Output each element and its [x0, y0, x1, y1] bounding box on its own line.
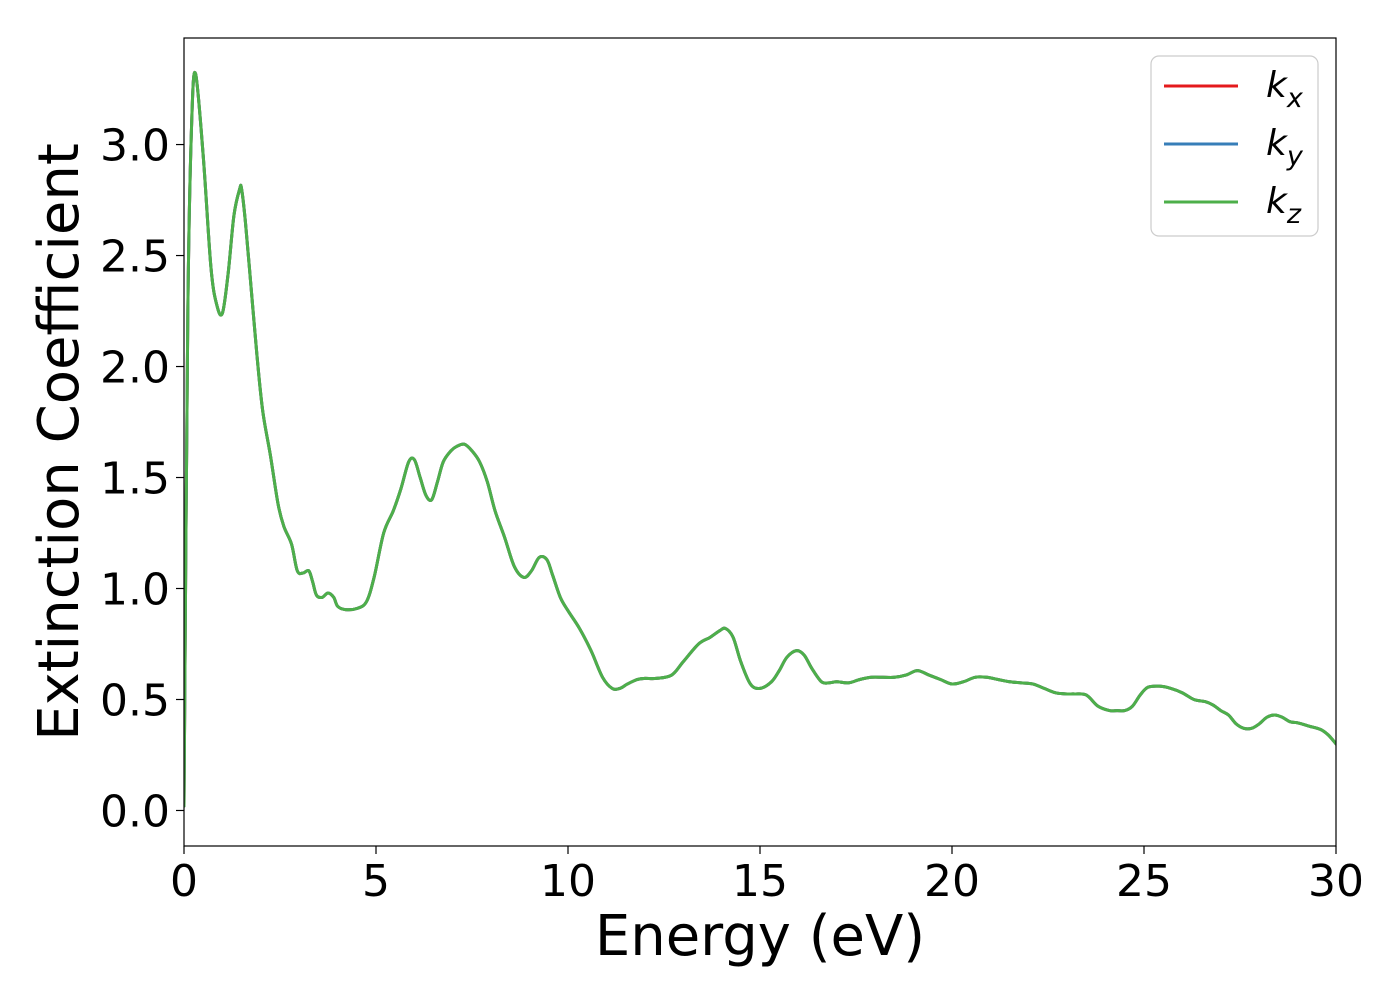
series-line-kz: [184, 70, 1336, 808]
legend-label-subscript: z: [1286, 199, 1302, 230]
y-tick-label: 1.5: [100, 454, 170, 505]
legend-label-ky: ky: [1266, 123, 1304, 172]
legend-label-subscript: y: [1286, 141, 1304, 172]
x-tick-label: 25: [1116, 856, 1172, 907]
y-tick-label: 0.5: [100, 675, 170, 726]
y-axis: 0.0 0.5 1.0 1.5 2.0 2.5 3.0: [100, 121, 184, 837]
legend-label-kx: kx: [1266, 65, 1304, 114]
x-tick-label: 15: [732, 856, 788, 907]
y-tick-label: 3.0: [100, 121, 170, 172]
legend-label-kz: kz: [1266, 181, 1302, 230]
y-tick-label: 2.0: [100, 343, 170, 394]
series-layer: [184, 70, 1336, 808]
x-tick-label: 10: [540, 856, 596, 907]
x-tick-label: 30: [1308, 856, 1364, 907]
y-tick-label: 0.0: [100, 786, 170, 837]
y-tick-label: 1.0: [100, 565, 170, 616]
legend-label-subscript: x: [1286, 83, 1304, 114]
y-tick-label: 2.5: [100, 232, 170, 283]
legend-box: [1150, 55, 1319, 237]
x-tick-label: 20: [924, 856, 980, 907]
legend-label-symbol: k: [1266, 65, 1289, 106]
x-tick-label: 5: [362, 856, 390, 907]
legend-label-symbol: k: [1266, 123, 1289, 164]
legend-label-symbol: k: [1266, 181, 1289, 222]
y-axis-label: Extinction Coefficient: [27, 143, 92, 741]
x-axis: 0 5 10 15 20 25 30: [170, 846, 1364, 907]
x-tick-label: 0: [170, 856, 198, 907]
x-axis-label: Energy (eV): [595, 904, 925, 969]
